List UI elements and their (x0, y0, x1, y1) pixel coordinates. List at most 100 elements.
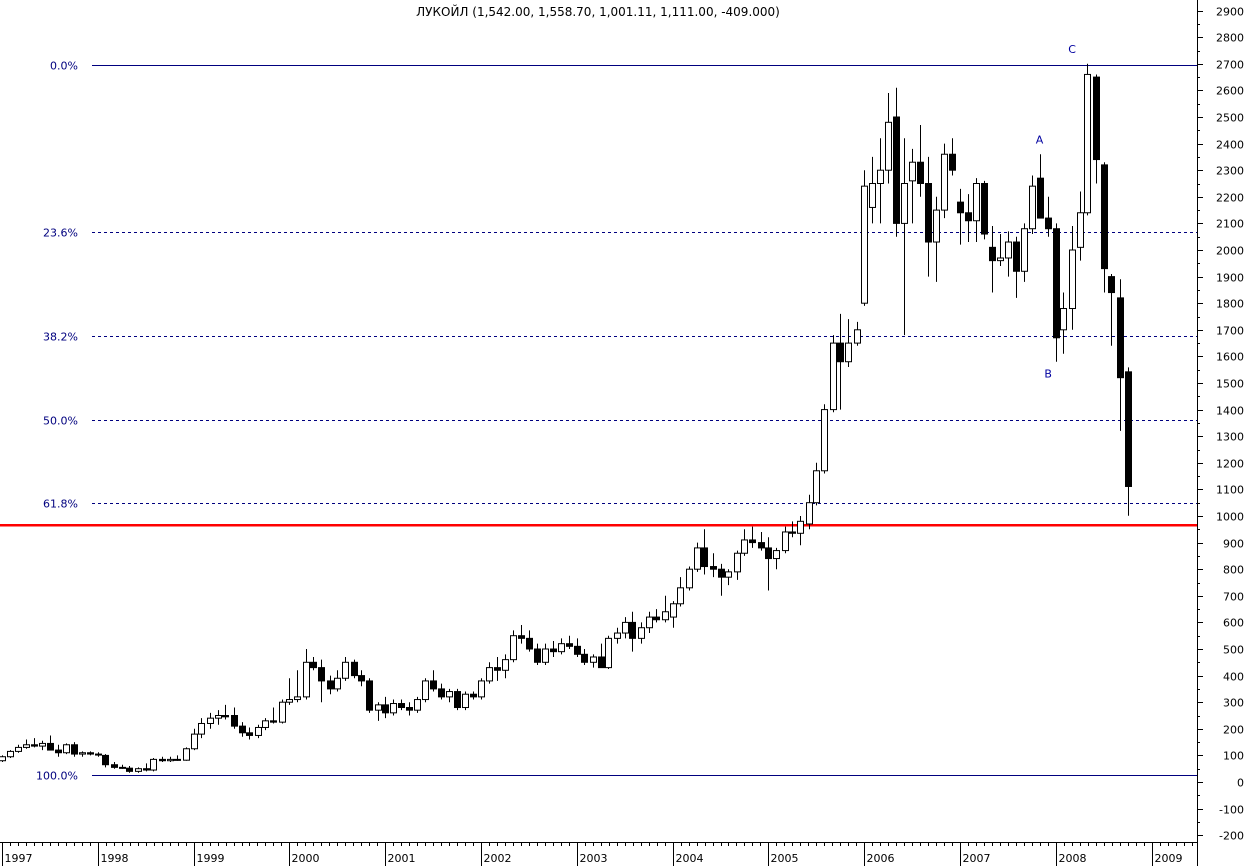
candle (518, 625, 525, 644)
candle-body-down (581, 653, 588, 663)
candle-body-down (789, 531, 796, 534)
price-tick-label: 0 (1237, 777, 1244, 790)
candle-body-up (375, 704, 382, 711)
candle-body-down (159, 758, 166, 762)
candle-body-up (614, 632, 621, 639)
candle-body-up (622, 621, 629, 634)
candle-body-down (87, 752, 94, 755)
candle-body-down (1093, 76, 1100, 161)
candle (150, 758, 157, 772)
candle-body-down (1037, 177, 1044, 219)
price-tick-label: 800 (1223, 564, 1244, 577)
candle (965, 194, 972, 243)
candle (605, 635, 612, 669)
candle (1013, 236, 1020, 298)
candle-body-down (749, 539, 756, 544)
year-tick-label: 1998 (101, 852, 129, 865)
candle-body-up (303, 661, 310, 698)
fib-level-label: 38.2% (43, 331, 78, 344)
candle (303, 649, 310, 700)
candle-body-down (949, 153, 956, 171)
candle-body-up (909, 161, 916, 182)
candle-body-down (111, 764, 118, 768)
candle-body-down (231, 715, 238, 727)
candle (981, 180, 988, 240)
price-tick-label: 700 (1223, 591, 1244, 604)
candle (1101, 162, 1108, 293)
candle-body-up (806, 502, 813, 525)
year-tick-label: 1999 (197, 852, 225, 865)
year-tick-label: 2000 (292, 852, 320, 865)
candle (406, 702, 413, 716)
candle-body-down (718, 568, 725, 578)
candle (526, 630, 533, 652)
candle-body-up (973, 183, 980, 222)
candle-body-up (845, 342, 852, 363)
candle (71, 742, 78, 757)
candle-body-up (135, 768, 142, 772)
candle (422, 678, 429, 703)
candle (470, 691, 477, 700)
candle (957, 188, 964, 245)
candle (542, 643, 549, 665)
candle-body-up (854, 329, 861, 344)
candle-body-down (534, 648, 541, 663)
candle-body-up (901, 183, 908, 224)
candle-body-down (119, 766, 126, 769)
candle (1060, 292, 1067, 354)
candle (701, 529, 708, 575)
candle-body-down (989, 246, 996, 262)
candle-body-up (782, 531, 789, 552)
fib-level-label: 61.8% (43, 498, 78, 511)
candle-body-down (438, 688, 445, 698)
candle-body-up (677, 587, 684, 605)
candle-body-down (701, 547, 708, 568)
candle (718, 563, 725, 596)
candle (741, 529, 748, 556)
candle (270, 707, 277, 724)
candle (310, 656, 317, 671)
candle (686, 566, 693, 591)
candle (135, 767, 142, 773)
candle (901, 138, 908, 336)
year-tick-label: 2006 (867, 852, 895, 865)
candle-body-down (126, 767, 133, 772)
candle (1093, 74, 1100, 184)
candles (0, 63, 1132, 773)
candle (111, 762, 118, 769)
candle-body-down (1013, 241, 1020, 272)
candle (1005, 231, 1012, 277)
candle-body-down (893, 116, 900, 224)
candle (797, 516, 804, 546)
candle-body-up (670, 603, 677, 618)
candle-body-down (102, 754, 109, 766)
candle-body-up (542, 648, 549, 663)
candle-body-down (1053, 228, 1060, 339)
fib-level-label: 50.0% (43, 415, 78, 428)
candle (782, 526, 789, 554)
candle (167, 756, 174, 763)
price-tick-label: 2300 (1216, 165, 1244, 178)
candle-body-up (462, 693, 469, 709)
candle (789, 521, 796, 538)
candle-body-down (239, 725, 246, 734)
candle (159, 756, 166, 763)
candle-body-down (629, 621, 636, 639)
price-tick-label: 2700 (1216, 59, 1244, 72)
candle (1029, 175, 1036, 235)
candle (87, 751, 94, 756)
candle (286, 678, 293, 705)
candle (1069, 226, 1076, 330)
candle-body-down (1108, 276, 1115, 294)
candle (646, 611, 653, 634)
candle-body-down (1117, 297, 1124, 379)
candle (255, 724, 262, 739)
year-tick-label: 2007 (963, 852, 991, 865)
candle (677, 577, 684, 607)
candle (438, 683, 445, 700)
candle-body-up (1005, 241, 1012, 259)
candle-body-down (518, 635, 525, 639)
candle (1053, 223, 1060, 362)
candle-body-down (270, 720, 277, 723)
fib-level-label: 100.0% (36, 770, 78, 783)
